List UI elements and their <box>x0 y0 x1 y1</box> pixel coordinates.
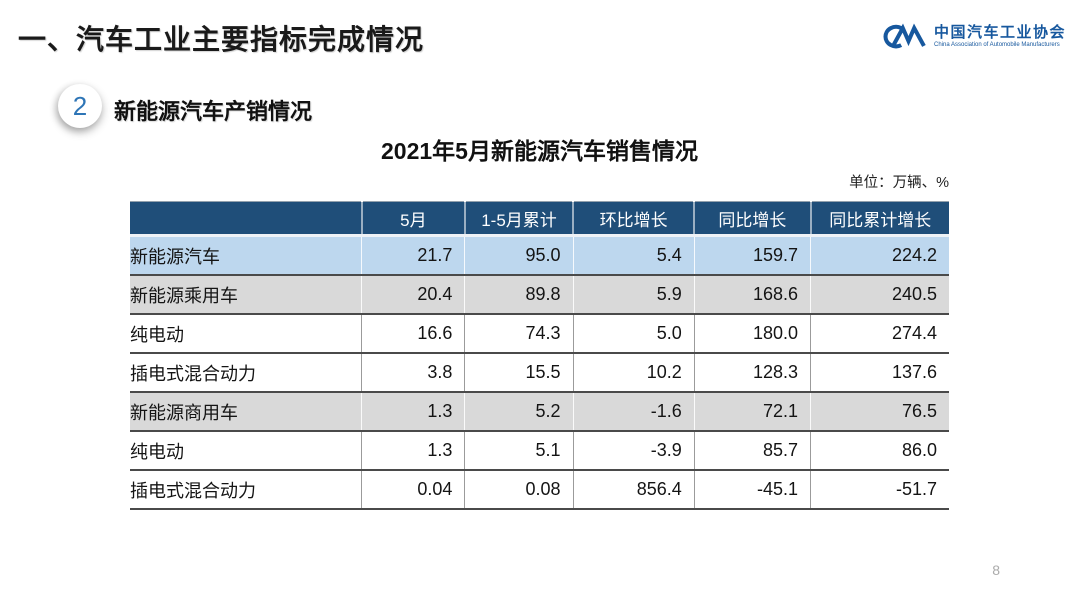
cell-value: 5.0 <box>572 313 695 353</box>
cell-value: -3.9 <box>572 430 695 470</box>
section-number-badge: 2 <box>58 84 102 128</box>
column-header: 同比累计增长 <box>809 201 949 237</box>
cell-value: 1.3 <box>361 430 465 470</box>
row-label: 新能源商用车 <box>130 391 362 431</box>
sales-table-header: 5月 1-5月累计 环比增长 同比增长 同比累计增长 <box>130 201 949 237</box>
row-label: 纯电动 <box>130 430 362 470</box>
row-label: 纯电动 <box>130 313 362 353</box>
table-title: 2021年5月新能源汽车销售情况 <box>381 138 698 164</box>
cell-value: 128.3 <box>693 352 811 392</box>
logo-name-cn: 中国汽车工业协会 <box>933 24 1066 42</box>
cell-value: -51.7 <box>810 469 949 510</box>
section-number: 2 <box>72 90 88 121</box>
cell-value: 5.9 <box>572 274 695 314</box>
table-row: 新能源乘用车 20.4 89.8 5.9 168.6 240.5 <box>130 274 949 314</box>
cell-value: 240.5 <box>810 274 949 314</box>
cell-value: 95.0 <box>464 235 574 275</box>
column-header <box>130 201 362 237</box>
cell-value: -1.6 <box>572 391 695 431</box>
caam-logo: 中国汽车工业协会 China Association of Automobile… <box>876 22 1066 52</box>
unit-label: 单位：万辆、% <box>849 175 949 191</box>
cell-value: 224.2 <box>810 235 949 275</box>
row-label: 新能源乘用车 <box>130 274 362 314</box>
cell-value: 21.7 <box>361 235 465 275</box>
cell-value: 274.4 <box>810 313 949 353</box>
cell-value: -45.1 <box>693 469 811 510</box>
table-row: 插电式混合动力 0.04 0.08 856.4 -45.1 -51.7 <box>130 469 949 510</box>
cell-value: 856.4 <box>572 469 695 510</box>
cell-value: 3.8 <box>361 352 465 392</box>
cell-value: 5.2 <box>464 391 574 431</box>
cell-value: 74.3 <box>464 313 574 353</box>
cell-value: 76.5 <box>810 391 949 431</box>
cell-value: 5.4 <box>572 235 695 275</box>
cell-value: 168.6 <box>693 274 811 314</box>
column-header: 环比增长 <box>572 201 695 237</box>
cell-value: 159.7 <box>693 235 811 275</box>
row-label: 新能源汽车 <box>130 235 362 275</box>
table-row: 插电式混合动力 3.8 15.5 10.2 128.3 137.6 <box>130 352 949 392</box>
row-label: 插电式混合动力 <box>130 352 362 392</box>
row-label: 插电式混合动力 <box>130 469 362 510</box>
sales-table-body: 新能源汽车 21.7 95.0 5.4 159.7 224.2 新能源乘用车 20.4 89.8… <box>130 235 949 510</box>
cell-value: 5.1 <box>464 430 574 470</box>
sales-table: 5月 1-5月累计 环比增长 同比增长 同比累计增长 新能源汽车 21.7 95.0 5.4 1… <box>130 201 949 510</box>
cell-value: 20.4 <box>361 274 465 314</box>
cell-value: 1.3 <box>361 391 465 431</box>
cell-value: 0.04 <box>361 469 465 510</box>
table-row: 纯电动 1.3 5.1 -3.9 85.7 86.0 <box>130 430 949 470</box>
table-header-row: 5月 1-5月累计 环比增长 同比增长 同比累计增长 <box>130 201 949 237</box>
cell-value: 89.8 <box>464 274 574 314</box>
cell-value: 72.1 <box>693 391 811 431</box>
table-row: 新能源商用车 1.3 5.2 -1.6 72.1 76.5 <box>130 391 949 431</box>
table-row: 纯电动 16.6 74.3 5.0 180.0 274.4 <box>130 313 949 353</box>
table-row: 新能源汽车 21.7 95.0 5.4 159.7 224.2 <box>130 235 949 275</box>
column-header: 同比增长 <box>693 201 811 237</box>
cell-value: 137.6 <box>810 352 949 392</box>
section-title: 新能源汽车产销情况 <box>114 99 313 124</box>
cell-value: 0.08 <box>464 469 574 510</box>
cell-value: 16.6 <box>361 313 465 353</box>
caam-logo-text: 中国汽车工业协会 China Association of Automobile… <box>934 25 1066 48</box>
cell-value: 85.7 <box>693 430 811 470</box>
slide-title: 一、汽车工业主要指标完成情况 <box>18 24 425 55</box>
column-header: 1-5月累计 <box>463 201 574 237</box>
cell-value: 86.0 <box>810 430 949 470</box>
logo-name-en: China Association of Automobile Manufact… <box>933 41 1060 48</box>
page-number: 8 <box>992 562 1000 578</box>
cell-value: 10.2 <box>572 352 695 392</box>
column-header: 5月 <box>360 201 465 237</box>
cell-value: 15.5 <box>464 352 574 392</box>
cell-value: 180.0 <box>693 313 811 353</box>
caam-logo-icon <box>883 23 926 49</box>
